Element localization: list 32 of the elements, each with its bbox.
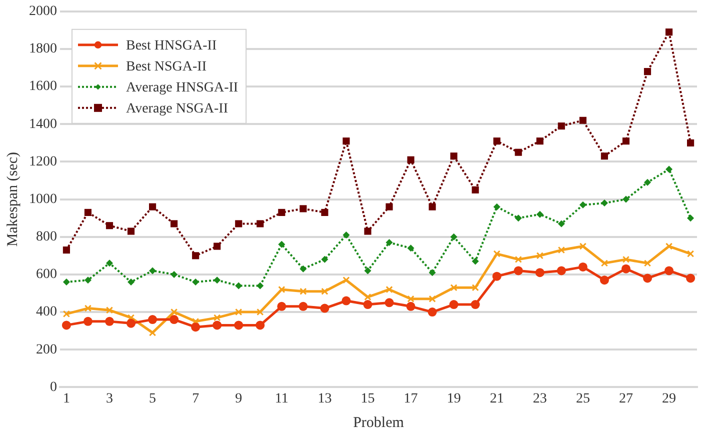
x-tick-label: 25: [576, 391, 590, 406]
legend-label: Average HNSGA-II: [126, 80, 238, 96]
y-tick-label: 1400: [29, 116, 57, 132]
x-tick-label: 27: [618, 391, 633, 406]
y-tick-label: 1200: [29, 154, 57, 170]
legend-label: Best HNSGA-II: [126, 38, 217, 54]
x-tick-label: 9: [235, 391, 242, 406]
x-tick-label: 7: [192, 391, 200, 406]
x-tick-label: 23: [532, 391, 547, 406]
x-tick-label: 5: [149, 391, 156, 406]
x-axis-title: Problem: [353, 414, 404, 431]
y-tick-label: 600: [36, 267, 57, 282]
x-tick-label: 11: [274, 391, 288, 406]
x-tick-label: 15: [360, 391, 375, 406]
y-axis-title: Makespan (sec): [4, 152, 21, 247]
x-tick-label: 17: [404, 391, 418, 406]
x-tick-label: 1: [62, 391, 70, 406]
x-tick-label: 3: [106, 391, 113, 406]
x-tick-label: 21: [490, 391, 504, 406]
y-tick-label: 200: [36, 342, 57, 358]
x-tick-label: 29: [662, 391, 676, 406]
y-tick-label: 400: [36, 304, 57, 320]
y-tick-label: 1000: [29, 192, 57, 207]
legend-label: Best NSGA-II: [126, 60, 207, 75]
y-tick-label: 0: [50, 380, 57, 395]
y-tick-label: 1600: [29, 79, 57, 94]
x-tick-label: 13: [318, 391, 332, 406]
x-tick-label: 19: [446, 391, 461, 406]
y-tick-label: 2000: [29, 4, 57, 20]
y-tick-label: 800: [36, 230, 57, 245]
legend-label: Average NSGA-II: [126, 102, 228, 117]
y-tick-label: 1800: [29, 42, 57, 57]
